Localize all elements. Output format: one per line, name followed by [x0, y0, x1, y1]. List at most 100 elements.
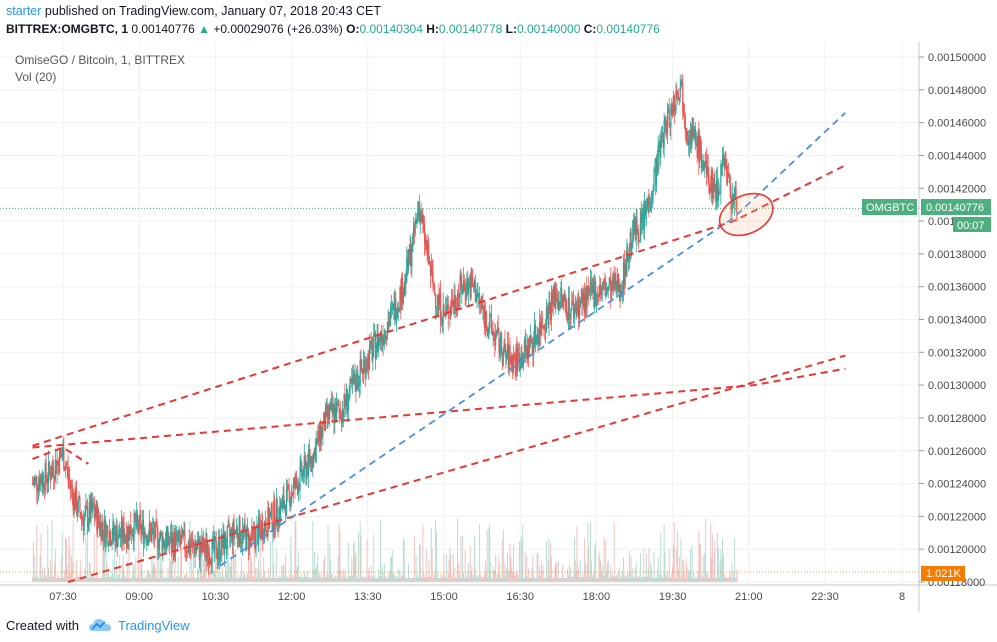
volume-bar — [84, 568, 86, 582]
x-tick-label: 16:30 — [506, 591, 534, 603]
candle-body — [350, 378, 352, 381]
candle-body — [79, 498, 81, 513]
candle-body — [178, 530, 180, 538]
volume-bar — [435, 519, 437, 582]
candle-body — [120, 520, 123, 538]
volume-bar — [637, 577, 639, 582]
candle-body — [651, 195, 653, 201]
volume-bar — [352, 543, 354, 582]
candle-body — [48, 461, 50, 483]
candle-body — [474, 280, 476, 302]
volume-bar — [631, 577, 633, 582]
candle-body — [402, 296, 404, 304]
volume-bar — [239, 577, 241, 582]
volume-bar — [312, 521, 314, 582]
candle-body — [584, 287, 586, 314]
candle-body — [258, 517, 261, 527]
candle-body — [298, 484, 300, 490]
volume-bar — [630, 556, 632, 582]
candle-body — [362, 362, 365, 374]
volume-bar — [359, 521, 361, 582]
candle-body — [576, 307, 578, 313]
volume-bar — [43, 577, 45, 582]
candle-body — [304, 455, 306, 461]
candle-body — [87, 522, 89, 528]
candle-body — [384, 330, 387, 338]
volume-bar — [704, 553, 706, 582]
volume-bar — [515, 575, 517, 582]
volume-bar — [294, 521, 296, 582]
volume-bar — [623, 575, 625, 582]
author-link[interactable]: starter — [6, 4, 42, 18]
volume-bar — [87, 526, 89, 582]
volume-bar — [121, 564, 123, 582]
volume-bar — [174, 562, 176, 582]
volume-bar — [292, 577, 294, 582]
volume-bar — [668, 549, 670, 582]
volume-bar — [221, 551, 223, 582]
volume-bar — [318, 578, 320, 582]
volume-bar — [49, 560, 51, 582]
volume-bar — [368, 568, 370, 582]
volume-bar — [564, 577, 566, 582]
price-chart[interactable]: 0.001500000.001480000.001460000.00144000… — [0, 42, 997, 612]
candle-body — [182, 529, 184, 536]
candle-body — [296, 475, 298, 484]
volume-bar — [72, 520, 74, 582]
chart-area[interactable]: 0.00150000 0.00148000 0.00146000 0.00144000… — [0, 42, 997, 612]
volume-bar — [460, 535, 462, 582]
y-tick-label: 0.00130000 — [928, 380, 986, 392]
candle-body — [114, 530, 117, 547]
candle-body — [395, 317, 398, 320]
candle-body — [340, 418, 343, 424]
candle-body — [526, 345, 528, 360]
candle-body — [655, 168, 657, 186]
candle-body — [396, 308, 399, 318]
volume-bar — [255, 578, 257, 582]
candle-body — [136, 513, 139, 523]
volume-bar — [142, 570, 144, 582]
volume-bar — [235, 549, 237, 582]
candle-body — [69, 478, 71, 482]
volume-bar — [301, 573, 303, 582]
volume-bar — [680, 537, 682, 582]
volume-bar — [274, 577, 276, 582]
volume-bar — [131, 574, 133, 582]
candle-body — [75, 488, 78, 514]
candle-body — [520, 353, 522, 368]
volume-bar — [290, 537, 292, 582]
volume-bar — [462, 535, 464, 582]
candle-body — [50, 477, 52, 481]
candle-body — [637, 233, 639, 235]
candle-body — [423, 222, 425, 224]
candle-body — [558, 300, 560, 310]
volume-bar — [228, 577, 230, 582]
volume-bar — [335, 575, 337, 582]
candle-body — [719, 192, 721, 194]
volume-bar — [286, 576, 288, 582]
y-tick-label: 0.00126000 — [928, 446, 986, 458]
candle-body — [716, 179, 718, 202]
candle-body — [481, 303, 483, 310]
volume-bar — [160, 569, 162, 582]
volume-bar — [95, 577, 97, 582]
candle-body — [139, 515, 141, 520]
volume-bar — [345, 574, 347, 582]
volume-bar — [185, 574, 187, 582]
volume-bar — [395, 577, 397, 582]
candle-body — [166, 527, 168, 537]
price-axis[interactable]: 0.001500000.001480000.001460000.00144000… — [919, 52, 986, 589]
tradingview-link[interactable]: TradingView — [118, 618, 190, 633]
time-axis[interactable]: 07:30 09:00 10:30 12:00 13:30 15:00 16:30 18:00… — [49, 591, 905, 603]
volume-bar — [155, 577, 157, 582]
volume-bar — [659, 574, 661, 582]
volume-bar — [115, 561, 117, 582]
candle-body — [288, 484, 290, 492]
candle-body — [433, 285, 435, 290]
volume-bar — [307, 571, 309, 582]
x-tick-label: 12:00 — [278, 591, 306, 603]
candle-body — [272, 525, 274, 531]
volume-bar — [478, 577, 480, 582]
tradingview-cloud-icon[interactable] — [88, 617, 112, 633]
candle-body — [724, 159, 726, 167]
